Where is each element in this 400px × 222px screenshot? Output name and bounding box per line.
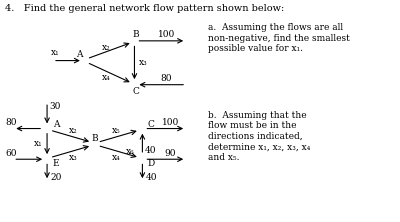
Text: 4.   Find the general network flow pattern shown below:: 4. Find the general network flow pattern… <box>5 4 285 13</box>
Text: x₃: x₃ <box>139 58 148 67</box>
Text: 40: 40 <box>145 173 157 182</box>
Text: x₁: x₁ <box>51 48 59 57</box>
Text: x₅: x₅ <box>112 126 121 135</box>
Text: E: E <box>52 159 59 168</box>
Text: B: B <box>132 30 139 39</box>
Text: 40: 40 <box>144 146 156 155</box>
Text: A: A <box>76 50 82 59</box>
Text: 100: 100 <box>162 118 179 127</box>
Text: x₂: x₂ <box>102 43 111 52</box>
Text: 60: 60 <box>6 149 17 158</box>
Text: 30: 30 <box>49 102 61 111</box>
Text: b.  Assuming that the
flow must be in the
directions indicated,
determine x₁, x₂: b. Assuming that the flow must be in the… <box>208 111 310 162</box>
Text: 90: 90 <box>164 149 176 158</box>
Text: C: C <box>148 120 154 129</box>
Text: x₄: x₄ <box>102 73 111 81</box>
Text: C: C <box>132 87 139 96</box>
Text: D: D <box>148 159 155 168</box>
Text: x₃: x₃ <box>68 153 77 162</box>
Text: x₁: x₁ <box>34 139 43 148</box>
Text: A: A <box>52 120 59 129</box>
Text: B: B <box>92 134 98 143</box>
Text: 80: 80 <box>6 118 17 127</box>
Text: x₂: x₂ <box>68 126 77 135</box>
Text: 20: 20 <box>50 173 62 182</box>
Text: a.  Assuming the flows are all
non-negative, find the smallest
possible value fo: a. Assuming the flows are all non-negati… <box>208 23 350 53</box>
Text: x₆: x₆ <box>126 147 135 156</box>
Text: x₄: x₄ <box>112 153 121 162</box>
Text: 80: 80 <box>160 74 172 83</box>
Text: 100: 100 <box>158 30 175 39</box>
